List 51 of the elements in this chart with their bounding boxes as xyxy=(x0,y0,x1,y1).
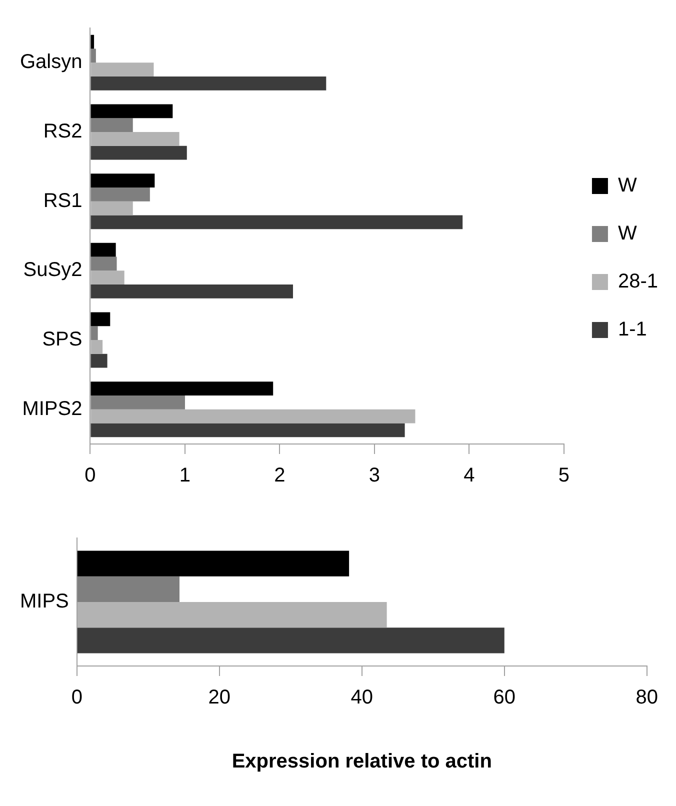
bar xyxy=(90,354,108,368)
bar xyxy=(90,76,326,90)
y-tick-label: MIPS xyxy=(20,590,69,613)
bar xyxy=(90,187,150,202)
bar xyxy=(77,628,504,654)
x-tick-label: 60 xyxy=(493,686,516,709)
bar xyxy=(77,602,387,628)
bar xyxy=(90,270,124,285)
y-tick-label: MIPS2 xyxy=(22,398,82,420)
bar xyxy=(77,576,180,602)
x-axis-title: Expression relative to actin xyxy=(232,750,492,773)
y-tick-label: RS1 xyxy=(43,190,82,212)
legend-label: W xyxy=(618,222,637,245)
legend-label: W xyxy=(618,174,637,197)
x-tick-label: 4 xyxy=(464,464,475,487)
bar xyxy=(90,382,274,396)
bar xyxy=(90,48,96,63)
bar xyxy=(90,409,416,424)
bar xyxy=(90,423,405,438)
legend-label: 1-1 xyxy=(618,318,647,341)
bar xyxy=(90,62,154,77)
bar xyxy=(90,256,117,271)
bar xyxy=(90,340,103,354)
y-tick-label: SuSy2 xyxy=(23,259,82,282)
bar xyxy=(90,326,98,340)
x-tick-label: 0 xyxy=(84,464,96,487)
bar xyxy=(90,284,293,298)
x-tick-label: 80 xyxy=(636,686,658,709)
x-tick-label: 1 xyxy=(179,464,191,487)
x-tick-label: 20 xyxy=(208,686,231,709)
x-tick-label: 3 xyxy=(368,464,380,487)
bar xyxy=(90,146,187,160)
x-tick-label: 40 xyxy=(350,686,374,709)
bar xyxy=(90,242,116,257)
bar xyxy=(90,174,155,188)
bar xyxy=(90,395,185,410)
bar xyxy=(90,215,463,230)
x-tick-label: 2 xyxy=(274,464,286,487)
y-tick-label: SPS xyxy=(42,328,82,351)
bar xyxy=(90,104,173,118)
x-tick-label: 5 xyxy=(558,464,570,487)
bar xyxy=(77,550,350,576)
legend-label: 28-1 xyxy=(618,270,658,293)
bar xyxy=(90,201,133,216)
bar xyxy=(90,132,180,146)
bar xyxy=(90,118,133,132)
bar xyxy=(90,34,94,49)
x-tick-label: 0 xyxy=(71,686,82,709)
y-tick-label: RS2 xyxy=(43,120,82,143)
y-tick-label: Galsyn xyxy=(20,51,82,74)
bar xyxy=(90,312,110,326)
